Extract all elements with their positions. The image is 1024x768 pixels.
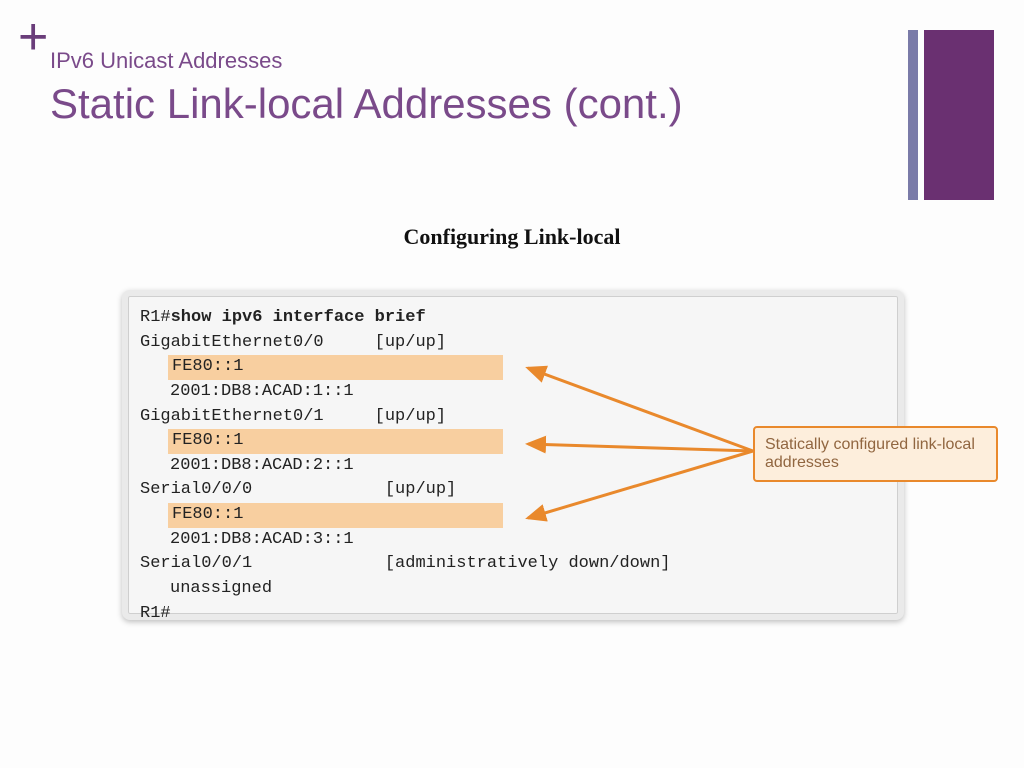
interface-status: [administratively down/down]: [385, 554, 671, 573]
interface-status: [up/up]: [385, 480, 456, 499]
interface-name: GigabitEthernet0/1: [140, 407, 324, 426]
interface-row: 2001:DB8:ACAD:1::1: [170, 380, 886, 405]
linklocal-highlight: FE80::1: [168, 429, 503, 454]
slide-subtitle: IPv6 Unicast Addresses: [50, 48, 282, 74]
command: show ipv6 interface brief: [171, 308, 426, 327]
interface-name: Serial0/0/0: [140, 480, 252, 499]
linklocal-highlight: FE80::1: [168, 503, 503, 528]
interface-name: GigabitEthernet0/0: [140, 333, 324, 352]
global-addr: unassigned: [170, 579, 272, 598]
slide-title: Static Link-local Addresses (cont.): [50, 80, 683, 128]
interface-status: [up/up]: [375, 333, 446, 352]
interface-status: [up/up]: [375, 407, 446, 426]
terminal-panel: R1#show ipv6 interface brief GigabitEthe…: [122, 290, 904, 620]
callout-text: Statically configured link-local address…: [765, 436, 975, 471]
corner-bars: [908, 30, 994, 200]
linklocal-highlight: FE80::1: [168, 355, 503, 380]
interface-row: GigabitEthernet0/0 [up/up]: [140, 331, 886, 356]
terminal-line: R1#show ipv6 interface brief: [140, 306, 886, 331]
corner-thin-bar: [908, 30, 918, 200]
prompt: R1#: [140, 308, 171, 327]
interface-row: unassigned: [170, 577, 886, 602]
interface-row: Serial0/0/0 [up/up]: [140, 478, 886, 503]
terminal-line: R1#: [140, 602, 886, 627]
global-addr: 2001:DB8:ACAD:2::1: [170, 456, 354, 475]
interface-row: Serial0/0/1 [administratively down/down]: [140, 552, 886, 577]
section-heading: Configuring Link-local: [0, 224, 1024, 250]
interface-row: FE80::1: [140, 503, 886, 528]
plus-decoration: +: [18, 22, 48, 53]
corner-fat-bar: [924, 30, 994, 200]
interface-row: FE80::1: [140, 355, 886, 380]
callout-box: Statically configured link-local address…: [753, 426, 998, 482]
interface-name: Serial0/0/1: [140, 554, 252, 573]
interface-row: 2001:DB8:ACAD:3::1: [170, 528, 886, 553]
global-addr: 2001:DB8:ACAD:3::1: [170, 530, 354, 549]
global-addr: 2001:DB8:ACAD:1::1: [170, 382, 354, 401]
